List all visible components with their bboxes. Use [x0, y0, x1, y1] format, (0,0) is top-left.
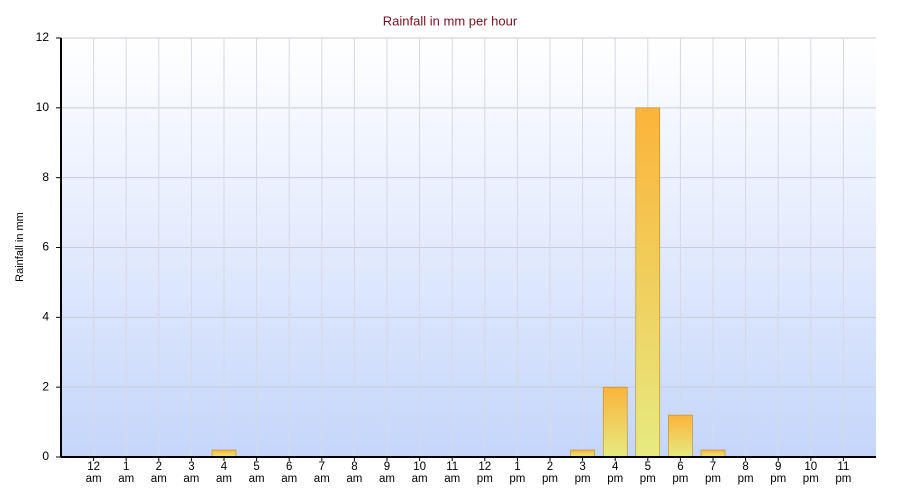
x-tick-label: 7 am — [313, 461, 330, 485]
x-tick-label: 10 pm — [802, 461, 819, 485]
x-tick-label: 11 pm — [835, 461, 852, 485]
y-tick-label: 2 — [42, 379, 49, 393]
x-tick-label: 6 pm — [672, 461, 689, 485]
x-tick-label: 2 pm — [542, 461, 558, 485]
bar — [700, 449, 726, 458]
x-tick-label: 6 am — [281, 461, 298, 485]
x-tick-label: 4 am — [216, 461, 232, 485]
x-tick-label: 8 am — [346, 461, 363, 485]
x-tick-label: 1 pm — [509, 461, 526, 485]
x-tick-label: 8 pm — [737, 461, 754, 485]
x-tick-label: 5 am — [248, 461, 265, 485]
x-tick-label: 7 pm — [705, 461, 721, 485]
y-tick-label: 4 — [42, 310, 49, 324]
y-tick-label: 8 — [42, 170, 49, 184]
x-tick-label: 9 am — [379, 461, 395, 485]
x-tick-label: 5 pm — [639, 461, 656, 485]
x-tick-label: 3 am — [183, 461, 200, 485]
y-tick-label: 10 — [36, 100, 50, 114]
chart-title: Rainfall in mm per hour — [383, 13, 518, 28]
x-tick-label: 3 pm — [574, 461, 591, 485]
x-tick-label: 4 pm — [607, 461, 624, 485]
y-axis-label: Rainfall in mm — [14, 212, 26, 282]
x-tick-label: 11 am — [444, 461, 461, 485]
bar — [211, 449, 237, 458]
bar — [668, 414, 693, 458]
bar — [602, 386, 628, 458]
x-tick-label: 10 am — [411, 461, 428, 485]
bar — [570, 449, 595, 458]
x-tick-label: 9 pm — [770, 461, 787, 485]
bar — [635, 107, 661, 458]
y-tick-label: 6 — [42, 240, 49, 254]
x-tick-label: 1 am — [118, 461, 135, 485]
y-tick-label: 12 — [36, 30, 50, 44]
x-tick-label: 12 am — [85, 461, 102, 485]
x-tick-label: 2 am — [150, 461, 167, 485]
x-tick-label: 12 pm — [476, 461, 493, 485]
y-tick-label: 0 — [42, 449, 49, 463]
